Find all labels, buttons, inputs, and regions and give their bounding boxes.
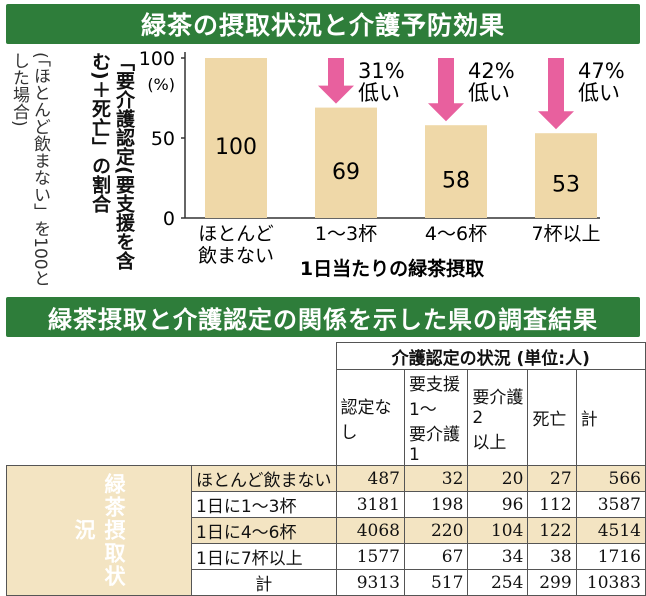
chart-title: 緑茶の摂取状況と介護予防効果 — [140, 11, 505, 40]
table-cell: 96 — [467, 491, 529, 518]
y-tick-label: 0 — [163, 208, 175, 230]
chart-title-banner: 緑茶の摂取状況と介護予防効果 — [6, 4, 640, 44]
bar-value-label: 58 — [442, 169, 470, 194]
table-row: 1日に7杯以上 1577 67 34 38 1716 — [7, 543, 646, 570]
side-label: 緑茶摂取状況 — [6, 465, 192, 596]
row-label: 1日に7杯以上 — [191, 543, 337, 570]
y-axis-label: 「要介護認定(要支援を含む)＋死亡」の割合 — [89, 52, 135, 270]
row-label: 1日に1～3杯 — [191, 491, 337, 518]
column-header: 要介護2 以上 — [467, 369, 529, 466]
y-tick-label: 50 — [151, 128, 175, 150]
table-cell: 122 — [527, 517, 577, 544]
table-cell: 220 — [403, 517, 469, 544]
survey-table: 介護認定の状況 (単位:人) 認定なし 要支援1～ 要介護1 要介護2 以上 死亡計 緑茶… — [6, 342, 646, 596]
table-cell: 4514 — [575, 517, 646, 544]
table-cell: 67 — [403, 543, 469, 570]
column-header-line: 計 — [580, 410, 598, 430]
reduction-arrow — [318, 58, 354, 104]
reduction-label: 42% — [468, 59, 515, 83]
category-label: ほとんど — [198, 223, 273, 245]
table-cell: 38 — [527, 543, 577, 570]
column-header: 死亡 — [527, 369, 577, 466]
reduction-label: 47% — [578, 59, 625, 83]
table-row: 緑茶摂取状況 ほとんど飲まない 487 32 20 27 566 — [6, 465, 646, 596]
table-cell: 27 — [527, 465, 577, 492]
y-tick-label: 100 — [139, 48, 175, 70]
y-axis-note: (「ほとんど飲まない」を100とした場合) — [9, 52, 50, 287]
reduction-arrow — [428, 58, 464, 122]
table-cell: 487 — [335, 465, 405, 492]
column-header: 認定なし — [335, 369, 405, 466]
column-header-line: 要介護1 — [408, 425, 460, 465]
table-cell: 112 — [527, 491, 577, 518]
table-cell: 3587 — [575, 491, 646, 518]
reduction-label: 低い — [358, 81, 400, 105]
table-cell: 299 — [527, 569, 577, 596]
category-label: 4～6杯 — [425, 223, 487, 245]
bar — [205, 58, 267, 218]
table-cell: 517 — [403, 569, 469, 596]
table-cell: 10383 — [575, 569, 646, 596]
column-header: 計 — [575, 369, 646, 466]
table-title-banner: 緑茶摂取と介護認定の関係を示した県の調査結果 — [6, 297, 640, 337]
reduction-arrow — [538, 58, 574, 130]
table-row: 1日に4～6杯 4068 220 104 122 4514 — [7, 517, 646, 544]
table-cell: 1716 — [575, 543, 646, 570]
column-header-line: 以上 — [472, 432, 507, 453]
table-title: 緑茶摂取と介護認定の関係を示した県の調査結果 — [48, 305, 598, 334]
row-label: 計 — [191, 569, 337, 596]
table-cell: 198 — [403, 491, 469, 518]
column-header-line: 認定なし — [340, 397, 392, 443]
category-label: 1～3杯 — [315, 223, 377, 245]
table-cell: 34 — [467, 543, 529, 570]
reduction-label: 31% — [358, 59, 405, 83]
table-cell: 254 — [467, 569, 529, 596]
y-unit: (%) — [147, 75, 175, 94]
table-cell: 1577 — [335, 543, 405, 570]
group-header: 介護認定の状況 (単位:人) — [335, 342, 646, 370]
group-header-row: 介護認定の状況 (単位:人) — [6, 342, 646, 370]
bar-value-label: 69 — [332, 160, 360, 185]
category-label: 飲まない — [198, 245, 274, 267]
bar-value-label: 100 — [215, 135, 257, 160]
column-header-line: 要介護2 — [472, 387, 524, 428]
row-label: ほとんど飲まない — [191, 465, 337, 492]
x-axis-label: 1日当たりの緑茶摂取 — [300, 257, 484, 280]
reduction-label: 低い — [468, 81, 510, 105]
table-cell: 3181 — [335, 491, 405, 518]
category-label: 7杯以上 — [531, 223, 600, 245]
table-cell: 4068 — [335, 517, 405, 544]
table-cell: 32 — [403, 465, 469, 492]
row-label: 1日に4～6杯 — [191, 517, 337, 544]
table-cell: 566 — [575, 465, 646, 492]
column-header-line: 要支援1～ — [408, 375, 460, 420]
table-cell: 9313 — [335, 569, 405, 596]
bar — [535, 133, 597, 218]
column-header: 要支援1～ 要介護1 — [403, 369, 469, 466]
reduction-label: 低い — [578, 81, 620, 105]
bar — [315, 107, 377, 218]
column-header-row: 認定なし 要支援1～ 要介護1 要介護2 以上 死亡計 — [6, 369, 646, 466]
table-cell: 104 — [467, 517, 529, 544]
bar-chart: 0 50 100 (%) 100 ほとんど飲まない 69 1～3杯 58 4～6杯 53 7杯以上 31… — [139, 48, 625, 280]
bar-value-label: 53 — [552, 173, 580, 198]
table-cell: 20 — [467, 465, 529, 492]
column-header-line: 死亡 — [532, 410, 567, 430]
bar — [425, 125, 487, 218]
